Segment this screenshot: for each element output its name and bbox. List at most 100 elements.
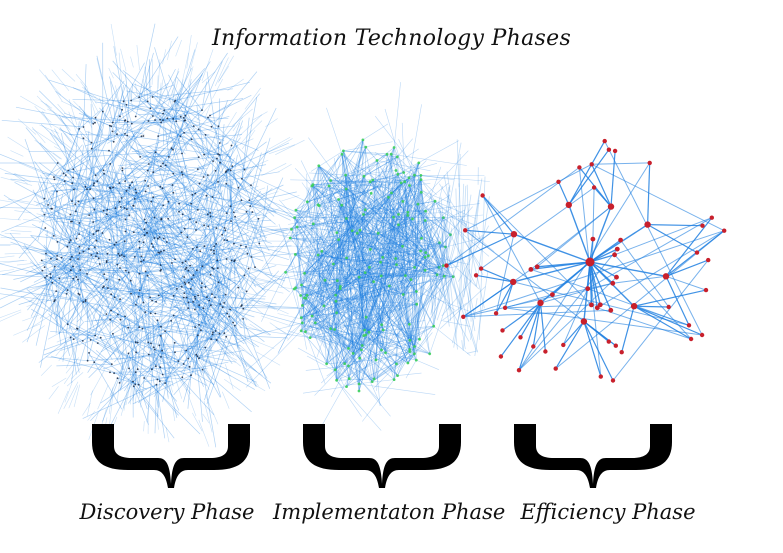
network-edge — [55, 252, 80, 277]
network-edge — [336, 242, 440, 381]
network-edge — [306, 295, 349, 367]
network-edge — [205, 136, 219, 155]
network-edge — [173, 315, 204, 387]
network-edge — [213, 175, 228, 254]
network-edge — [390, 206, 403, 247]
network-edge — [424, 257, 436, 307]
network-node — [375, 159, 379, 162]
network-edge — [55, 260, 115, 298]
network-edge — [317, 204, 384, 331]
network-node — [94, 246, 96, 249]
network-edge — [122, 165, 166, 196]
network-edge — [219, 93, 260, 144]
network-node — [160, 217, 163, 220]
network-edge — [71, 185, 87, 222]
network-edge — [52, 266, 74, 279]
network-edge — [195, 298, 209, 310]
network-edge — [363, 214, 415, 347]
network-node — [56, 162, 59, 164]
network-edge — [96, 55, 114, 123]
network-edge — [116, 372, 122, 404]
network-node — [129, 279, 132, 282]
network-edge — [398, 212, 446, 215]
network-edge — [393, 192, 422, 213]
network-edge — [152, 321, 155, 348]
network-node — [139, 156, 142, 158]
network-node — [310, 314, 314, 318]
network-edge — [124, 121, 129, 198]
network-edge — [480, 268, 514, 283]
network-edge — [188, 240, 234, 283]
network-edge — [139, 266, 172, 275]
network-edge — [446, 166, 580, 267]
network-edge — [223, 302, 271, 336]
network-edge — [321, 251, 363, 346]
network-edge — [202, 254, 236, 267]
network-node — [162, 237, 165, 240]
network-edge — [343, 141, 393, 152]
network-node — [311, 222, 315, 226]
network-edge — [68, 99, 78, 126]
network-edge — [103, 251, 162, 292]
network-edge — [191, 335, 199, 377]
network-edge — [118, 240, 128, 254]
network-node — [153, 348, 156, 351]
network-edge — [128, 356, 162, 404]
network-node — [226, 239, 229, 242]
network-edge — [44, 290, 57, 304]
network-edge — [248, 152, 262, 201]
network-edge — [154, 217, 166, 251]
network-node — [237, 186, 240, 189]
network-edge — [391, 171, 404, 202]
network-node — [198, 304, 201, 307]
network-edge — [304, 263, 334, 274]
network-node — [144, 179, 147, 182]
network-node — [204, 134, 207, 136]
network-edge — [106, 262, 112, 290]
network-node — [232, 321, 235, 324]
network-node — [209, 215, 212, 218]
network-edge — [70, 214, 91, 220]
network-edge — [182, 201, 199, 211]
network-edge — [139, 241, 209, 249]
network-edge — [334, 329, 395, 380]
network-node — [213, 249, 215, 252]
network-edge — [186, 228, 222, 298]
network-node — [223, 302, 226, 304]
network-node — [335, 279, 339, 283]
network-node — [612, 252, 617, 258]
network-node — [134, 371, 137, 373]
network-edge — [166, 118, 174, 145]
network-edge — [302, 193, 372, 306]
network-edge — [31, 223, 99, 259]
network-edge — [397, 156, 437, 196]
network-node — [63, 180, 66, 183]
network-edge — [170, 320, 176, 366]
network-edge — [41, 292, 86, 302]
network-edge — [287, 209, 366, 225]
network-node — [364, 333, 368, 337]
network-node — [174, 351, 176, 354]
network-edge — [519, 302, 542, 338]
network-edge — [119, 238, 142, 257]
network-edge — [41, 251, 84, 255]
network-node — [225, 182, 228, 185]
network-edge — [75, 167, 102, 212]
network-node — [177, 360, 180, 362]
network-edge — [120, 251, 151, 298]
network-edge — [203, 400, 213, 433]
network-edge — [166, 67, 193, 119]
network-node — [368, 248, 372, 251]
network-edge — [251, 278, 279, 285]
network-edge — [307, 246, 341, 289]
network-edge — [97, 179, 119, 254]
network-node — [565, 201, 572, 209]
network-edge — [203, 229, 221, 305]
network-edge — [200, 126, 219, 176]
network-edge — [448, 255, 479, 353]
network-edge — [71, 167, 82, 202]
network-edge — [335, 215, 409, 296]
network-edge — [75, 173, 95, 210]
network-edge — [372, 179, 451, 235]
network-edge — [518, 276, 617, 371]
